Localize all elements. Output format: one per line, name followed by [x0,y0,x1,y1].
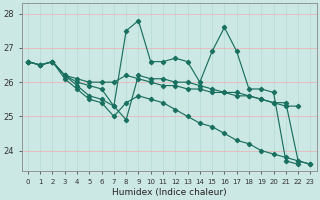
X-axis label: Humidex (Indice chaleur): Humidex (Indice chaleur) [112,188,227,197]
